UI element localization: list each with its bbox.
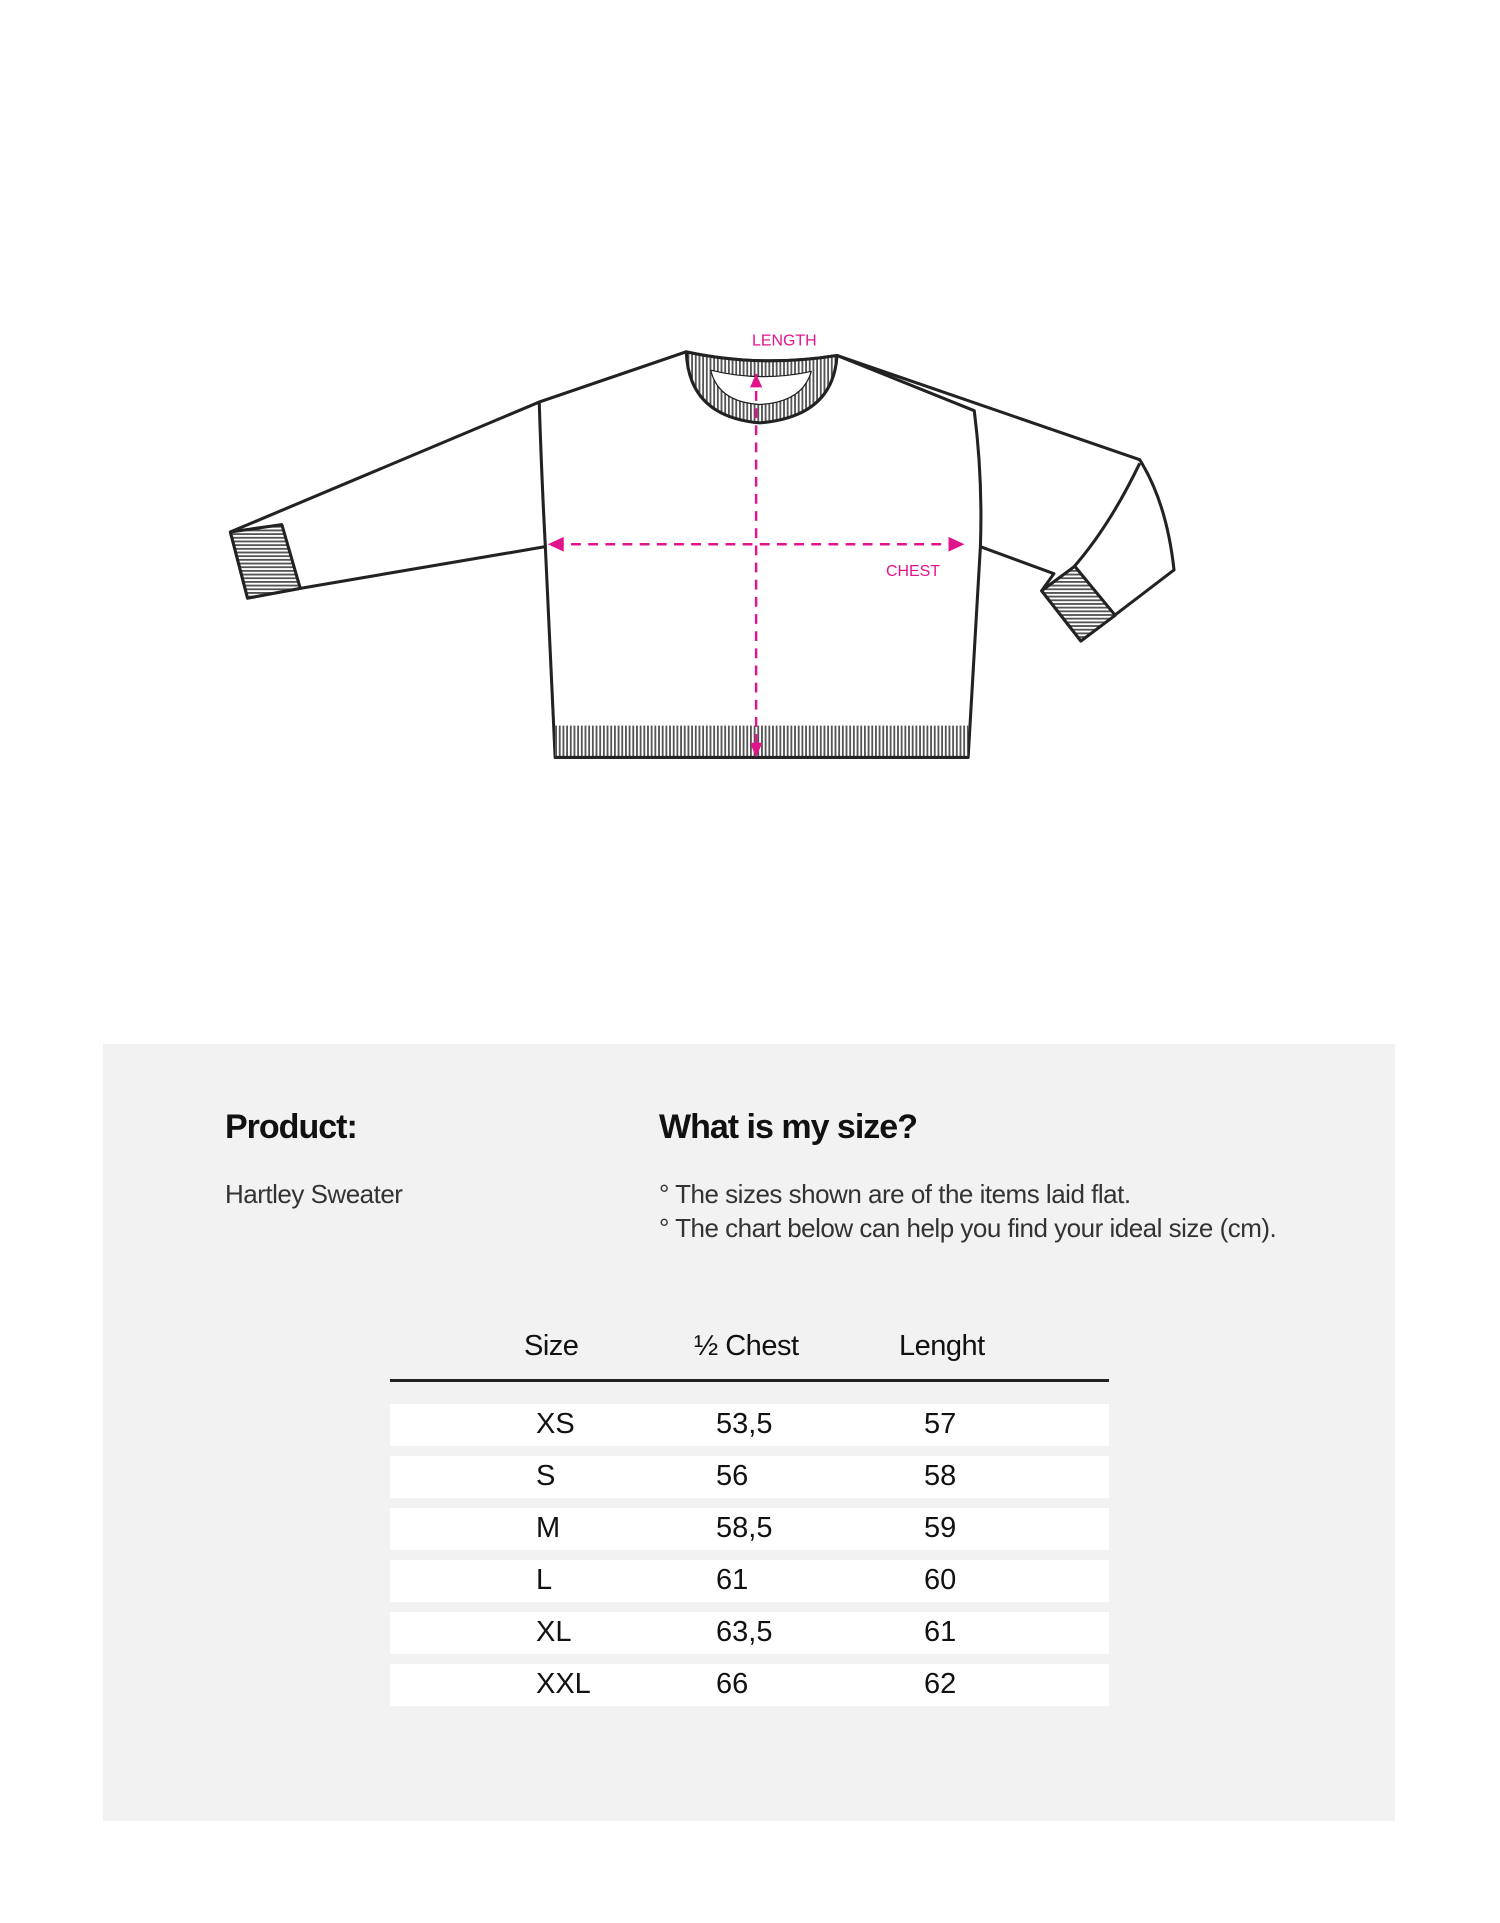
cell-size: XS bbox=[536, 1408, 575, 1440]
cell-chest: 58,5 bbox=[716, 1512, 773, 1544]
length-arrow-up-icon bbox=[750, 373, 763, 388]
table-row: XS 53,5 57 bbox=[390, 1404, 1109, 1446]
size-heading: What is my size? bbox=[659, 1108, 918, 1146]
cell-size: XXL bbox=[536, 1668, 591, 1700]
column-header-length: Lenght bbox=[899, 1330, 985, 1362]
cell-length: 62 bbox=[924, 1668, 957, 1700]
length-label: LENGTH bbox=[752, 333, 817, 350]
left-cuff bbox=[228, 523, 302, 600]
cell-chest: 66 bbox=[716, 1668, 749, 1700]
product-name: Hartley Sweater bbox=[225, 1179, 403, 1209]
header-divider bbox=[390, 1379, 1109, 1382]
table-row: S 56 58 bbox=[390, 1456, 1109, 1498]
cell-length: 61 bbox=[924, 1616, 957, 1648]
measurement-guides bbox=[553, 373, 959, 751]
size-note: ° The sizes shown are of the items laid … bbox=[659, 1179, 1131, 1209]
table-row: M 58,5 59 bbox=[390, 1508, 1109, 1550]
cell-chest: 53,5 bbox=[716, 1408, 773, 1440]
table-row: XXL 66 62 bbox=[390, 1664, 1109, 1706]
cell-chest: 56 bbox=[716, 1460, 749, 1492]
chest-arrow-right-icon bbox=[948, 536, 965, 552]
cell-length: 60 bbox=[924, 1564, 957, 1596]
product-heading: Product: bbox=[225, 1108, 358, 1146]
column-header-size: Size bbox=[524, 1330, 579, 1362]
cell-length: 59 bbox=[924, 1512, 957, 1544]
length-arrow-down-icon bbox=[750, 742, 763, 758]
right-cuff bbox=[1040, 564, 1117, 643]
cell-size: S bbox=[536, 1460, 556, 1492]
cell-length: 57 bbox=[924, 1408, 957, 1440]
cell-size: XL bbox=[536, 1616, 572, 1648]
hem-rib bbox=[555, 725, 969, 758]
sweater-outline bbox=[228, 350, 1176, 759]
cell-chest: 63,5 bbox=[716, 1616, 773, 1648]
cell-length: 58 bbox=[924, 1460, 957, 1492]
chest-arrow-left-icon bbox=[547, 536, 564, 552]
column-header-chest: ½ Chest bbox=[694, 1330, 799, 1362]
size-note: ° The chart below can help you find your… bbox=[659, 1213, 1277, 1243]
table-row: L 61 60 bbox=[390, 1560, 1109, 1602]
table-row: XL 63,5 61 bbox=[390, 1612, 1109, 1654]
cell-size: M bbox=[536, 1512, 561, 1544]
cell-chest: 61 bbox=[716, 1564, 749, 1596]
cell-size: L bbox=[536, 1564, 553, 1596]
chest-label: CHEST bbox=[886, 563, 940, 580]
